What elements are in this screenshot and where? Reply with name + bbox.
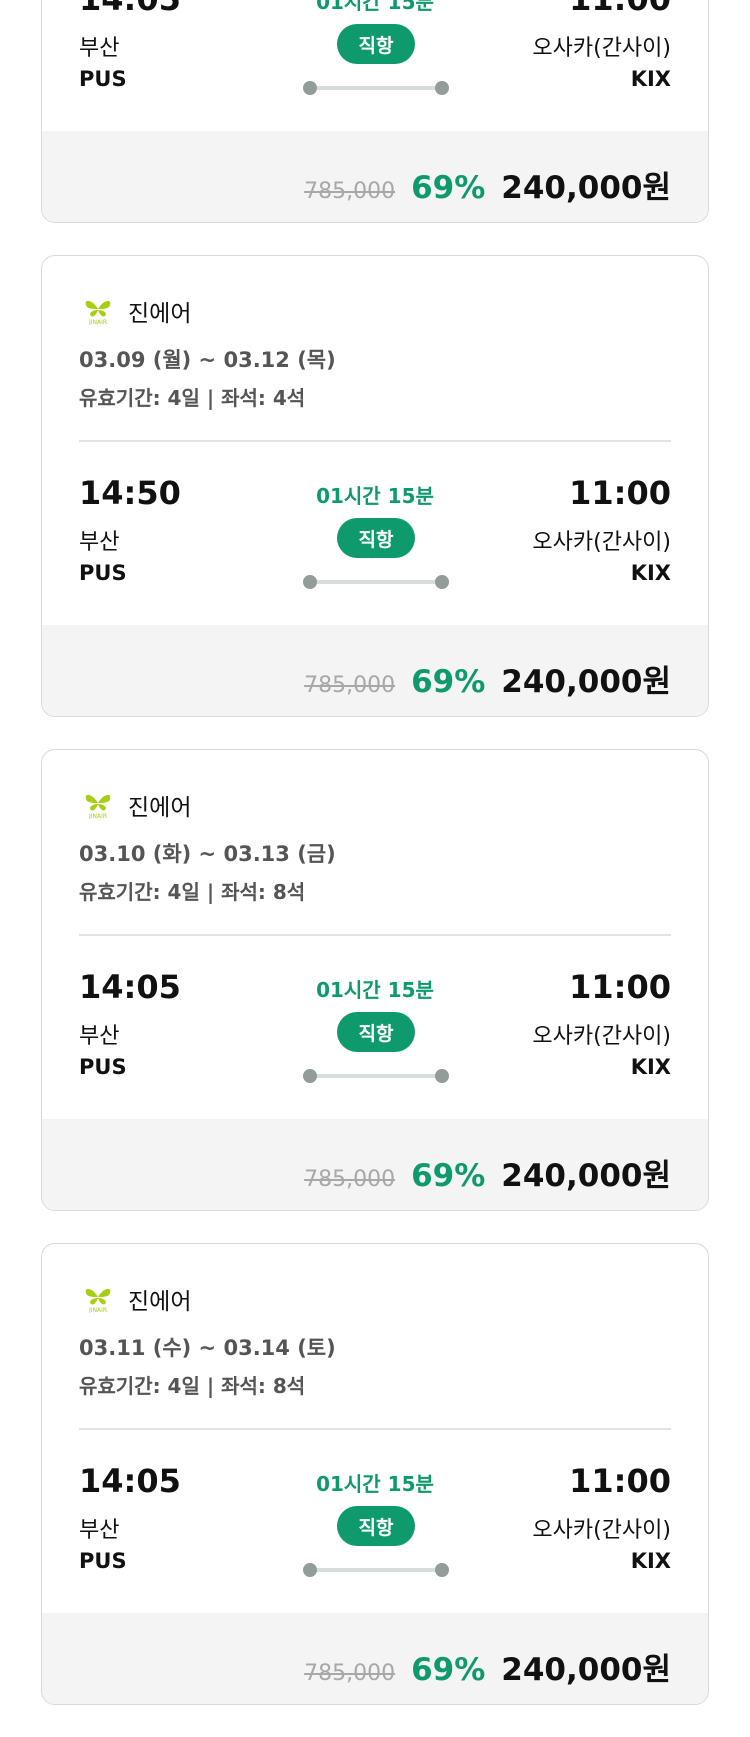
arrival-code: KIX (630, 561, 671, 585)
final-price: 240,000원 (501, 664, 671, 700)
divider (79, 934, 671, 936)
discount-rate: 69% (411, 170, 486, 206)
departure-code: PUS (79, 1055, 127, 1079)
final-price: 240,000원 (501, 170, 671, 206)
airline: JINAIR 진에어 (78, 788, 191, 822)
jinair-logo-icon: JINAIR (85, 300, 111, 325)
arrival-code: KIX (630, 1055, 671, 1079)
price-row: 785,000 69% 240,000원 (304, 162, 671, 207)
final-price: 240,000원 (501, 1158, 671, 1194)
route-line (303, 81, 449, 95)
original-price: 785,000 (304, 179, 396, 204)
route-line (303, 1563, 449, 1577)
flight-duration: 01시간 15분 (316, 484, 434, 508)
flight-duration: 01시간 15분 (316, 0, 434, 14)
direct-badge: 직항 (337, 518, 415, 558)
arrival-city: 오사카(간사이) (532, 36, 671, 61)
discount-rate: 69% (411, 1652, 486, 1688)
travel-dates: 03.09 (월) ~ 03.12 (목) (79, 348, 336, 372)
arrival-code: KIX (630, 1549, 671, 1573)
discount-rate: 69% (411, 664, 486, 700)
discount-rate: 69% (411, 1158, 486, 1194)
route-line (303, 575, 449, 589)
validity-seats: 유효기간: 4일 | 좌석: 8석 (79, 880, 306, 904)
flight-card[interactable]: JINAIR 진에어 03.11 (수) ~ 03.14 (토) 유효기간: 4… (41, 1243, 709, 1705)
arrival-time: 11:00 (569, 968, 671, 1006)
direct-badge: 직항 (337, 1012, 415, 1052)
departure-code: PUS (79, 1549, 127, 1573)
departure-code: PUS (79, 67, 127, 91)
price-footer (42, 131, 708, 222)
departure-city: 부산 (79, 1024, 120, 1049)
flight-card[interactable]: JINAIR 진에어 03.10 (화) ~ 03.13 (금) 유효기간: 4… (41, 749, 709, 1211)
airline-name: 진에어 (128, 1289, 192, 1315)
divider (79, 1428, 671, 1430)
price-row: 785,000 69% 240,000원 (304, 1644, 671, 1689)
final-price: 240,000원 (501, 1652, 671, 1688)
departure-city: 부산 (79, 1518, 120, 1543)
direct-badge: 직항 (337, 1506, 415, 1546)
price-footer (42, 1119, 708, 1210)
direct-badge: 직항 (337, 24, 415, 64)
original-price: 785,000 (304, 1167, 396, 1192)
arrival-time: 11:00 (569, 0, 671, 18)
departure-city: 부산 (79, 530, 120, 555)
validity-seats: 유효기간: 4일 | 좌석: 4석 (79, 386, 306, 410)
price-row: 785,000 69% 240,000원 (304, 656, 671, 701)
svg-text:JINAIR: JINAIR (88, 813, 107, 819)
arrival-time: 11:00 (569, 1462, 671, 1500)
flight-duration: 01시간 15분 (316, 978, 434, 1002)
arrival-city: 오사카(간사이) (532, 1024, 671, 1049)
arrival-code: KIX (630, 67, 671, 91)
departure-code: PUS (79, 561, 127, 585)
airline: JINAIR 진에어 (78, 294, 191, 328)
jinair-logo-icon: JINAIR (85, 1288, 111, 1313)
jinair-logo-icon: JINAIR (85, 794, 111, 819)
arrival-city: 오사카(간사이) (532, 1518, 671, 1543)
airline-name: 진에어 (128, 795, 192, 821)
travel-dates: 03.11 (수) ~ 03.14 (토) (79, 1336, 336, 1360)
original-price: 785,000 (304, 1661, 396, 1686)
original-price: 785,000 (304, 673, 396, 698)
airline: JINAIR 진에어 (78, 1282, 191, 1316)
departure-city: 부산 (79, 36, 120, 61)
flight-card[interactable]: JINAIR 14:05 01시간 15분 11:00 부산 직항 오사카(간사… (41, 0, 709, 223)
flight-list: JINAIR 14:05 01시간 15분 11:00 부산 직항 오사카(간사… (41, 0, 709, 1737)
flight-card[interactable]: JINAIR 진에어 03.09 (월) ~ 03.12 (목) 유효기간: 4… (41, 255, 709, 717)
departure-time: 14:05 (79, 968, 181, 1006)
divider (79, 440, 671, 442)
departure-time: 14:05 (79, 0, 181, 18)
departure-time: 14:05 (79, 1462, 181, 1500)
departure-time: 14:50 (79, 474, 181, 512)
flight-duration: 01시간 15분 (316, 1472, 434, 1496)
airline-name: 진에어 (128, 301, 192, 327)
validity-seats: 유효기간: 4일 | 좌석: 8석 (79, 1374, 306, 1398)
arrival-time: 11:00 (569, 474, 671, 512)
travel-dates: 03.10 (화) ~ 03.13 (금) (79, 842, 336, 866)
arrival-city: 오사카(간사이) (532, 530, 671, 555)
price-row: 785,000 69% 240,000원 (304, 1150, 671, 1195)
price-footer (42, 625, 708, 716)
svg-text:JINAIR: JINAIR (88, 1307, 107, 1313)
svg-text:JINAIR: JINAIR (88, 319, 107, 325)
route-line (303, 1069, 449, 1083)
